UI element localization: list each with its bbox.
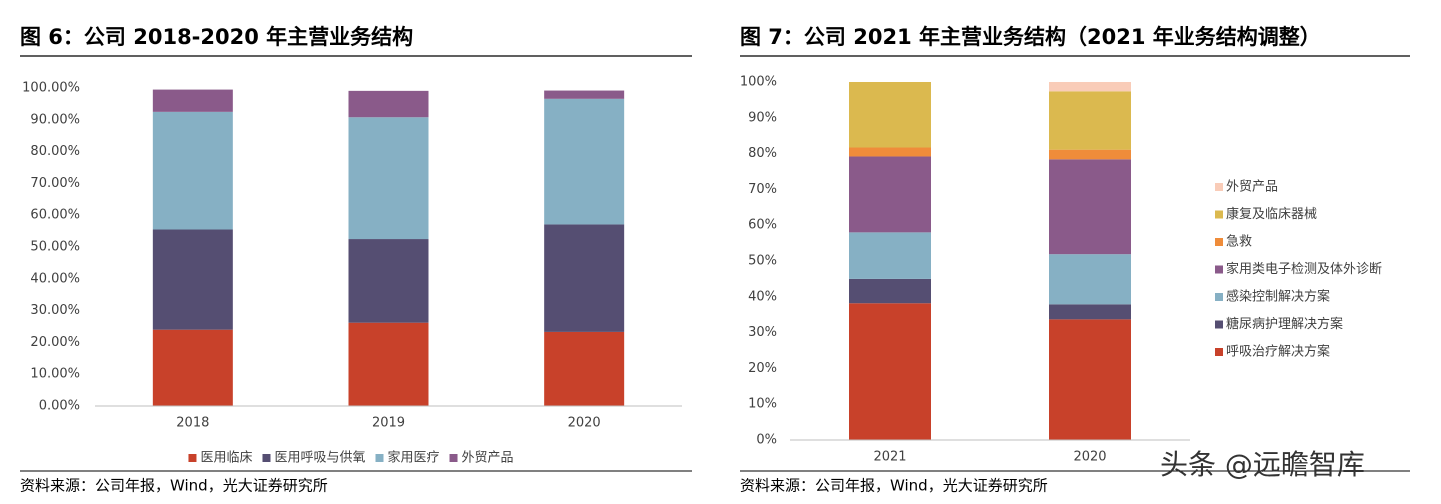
legend-label: 急救	[1226, 234, 1252, 250]
x-tick-label: 2020	[1073, 450, 1106, 465]
bar-segment	[1049, 159, 1131, 255]
bar-segment	[1049, 82, 1131, 92]
legend-label: 康复及临床器械	[1226, 206, 1317, 222]
legend-swatch	[262, 454, 271, 462]
bar-segment	[849, 82, 931, 148]
legend-label: 外贸产品	[1226, 180, 1278, 195]
bar-segment	[152, 329, 233, 406]
bar-segment	[849, 278, 931, 304]
y-tick-label: 90%	[748, 110, 777, 125]
legend-swatch	[1215, 348, 1223, 356]
bar-segment	[348, 322, 429, 406]
y-tick-label: 40.00%	[30, 271, 80, 286]
x-tick-label: 2020	[568, 416, 601, 431]
y-tick-label: 20%	[748, 361, 777, 376]
bar-segment	[849, 156, 931, 233]
y-tick-label: 100%	[740, 75, 777, 90]
y-tick-label: 40%	[748, 289, 777, 304]
chart-title: 图 7：公司 2021 年主营业务结构（2021 年业务结构调整）	[740, 25, 1321, 49]
legend-label: 医用临床	[200, 451, 252, 466]
x-tick-label: 2018	[176, 416, 209, 431]
bar-segment	[152, 111, 233, 230]
legend-swatch	[375, 454, 384, 462]
legend-swatch	[1215, 320, 1223, 329]
bar-segment	[544, 224, 625, 332]
y-tick-label: 0.00%	[39, 399, 80, 414]
bar-segment	[348, 90, 429, 118]
watermark: 头条 @远瞻智库	[1160, 448, 1365, 481]
bar-segment	[849, 232, 931, 279]
bar-segment	[544, 90, 625, 99]
legend-label: 外贸产品	[462, 451, 514, 466]
legend-swatch	[188, 454, 197, 462]
source-note: 资料来源：公司年报，Wind，光大证券研究所	[740, 477, 1048, 495]
y-tick-label: 30.00%	[30, 303, 80, 318]
legend-label: 感染控制解决方案	[1226, 289, 1330, 305]
legend-swatch	[449, 454, 458, 462]
bar-segment	[348, 239, 429, 323]
y-tick-label: 80.00%	[30, 144, 80, 159]
bar-segment	[1049, 254, 1131, 305]
bar-segment	[544, 98, 625, 225]
legend-swatch	[1215, 293, 1223, 301]
y-tick-label: 30%	[748, 325, 777, 340]
legend-label: 呼吸治疗解决方案	[1226, 344, 1330, 360]
y-tick-label: 100.00%	[22, 81, 80, 96]
bar-segment	[544, 331, 625, 406]
y-tick-label: 10.00%	[30, 367, 80, 382]
y-tick-label: 60%	[748, 218, 777, 233]
source-note: 资料来源：公司年报，Wind，光大证券研究所	[20, 477, 328, 495]
legend-swatch	[1215, 265, 1223, 274]
legend-label: 医用呼吸与供氧	[274, 451, 365, 466]
legend-swatch	[1215, 183, 1223, 191]
y-tick-label: 0%	[756, 433, 777, 448]
y-tick-label: 70.00%	[30, 176, 80, 191]
y-tick-label: 70%	[748, 182, 777, 197]
y-tick-label: 10%	[748, 397, 777, 412]
x-tick-label: 2021	[873, 450, 906, 465]
bar-segment	[849, 147, 931, 157]
y-tick-label: 80%	[748, 146, 777, 161]
bar-segment	[152, 229, 233, 330]
y-tick-label: 90.00%	[30, 112, 80, 127]
legend-swatch	[1215, 238, 1223, 246]
bar-segment	[152, 89, 233, 112]
bar-segment	[1049, 319, 1131, 440]
legend-label: 家用类电子检测及体外诊断	[1226, 261, 1382, 277]
bar-segment	[348, 117, 429, 240]
bar-segment	[1049, 304, 1131, 320]
x-tick-label: 2019	[372, 416, 405, 431]
y-tick-label: 50%	[748, 254, 777, 269]
legend-label: 糖尿病护理解决方案	[1226, 316, 1343, 332]
y-tick-label: 60.00%	[30, 208, 80, 223]
chart-title: 图 6：公司 2018-2020 年主营业务结构	[20, 25, 413, 49]
y-tick-label: 50.00%	[30, 240, 80, 255]
legend-swatch	[1215, 210, 1223, 219]
bar-segment	[1049, 91, 1131, 150]
bar-segment	[1049, 149, 1131, 160]
y-tick-label: 20.00%	[30, 335, 80, 350]
legend-label: 家用医疗	[388, 450, 440, 466]
bar-segment	[849, 303, 931, 440]
